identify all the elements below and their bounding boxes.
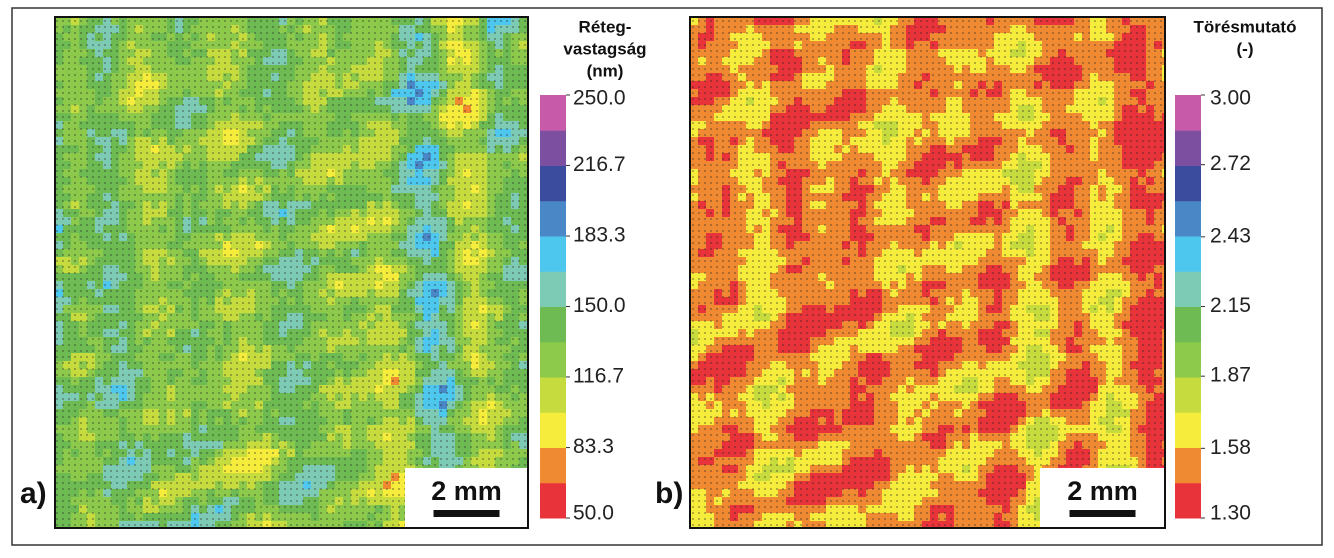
colorbar-band (540, 377, 566, 413)
scale-bar-label: 2 mm (431, 476, 502, 506)
colorbar-band (540, 483, 566, 519)
colorbar-band (540, 236, 566, 272)
colorbar-band (540, 342, 566, 378)
colorbar-tick-label: 83.3 (573, 435, 614, 458)
colorbar-title: vastagság (563, 39, 646, 58)
colorbar-band (540, 412, 566, 448)
scale-bar (434, 510, 500, 517)
colorbar-tick-label: 216.7 (573, 153, 626, 176)
colorbar-band (540, 307, 566, 343)
colorbar-band (540, 448, 566, 484)
colorbar-tick-label: 250.0 (573, 87, 626, 110)
colorbar-band (540, 130, 566, 166)
colorbar-band (540, 201, 566, 237)
colorbar-band (540, 166, 566, 202)
colorbar-band (540, 271, 566, 307)
colorbar-band (540, 95, 566, 131)
panel-label: a) (20, 477, 47, 510)
map-dots (55, 17, 528, 528)
colorbar-tick-label: 183.3 (573, 224, 626, 247)
colorbar-tick-label: 116.7 (573, 364, 624, 387)
figure: 2 mm a) 250.0 216.7 183.3 150.0 116.7 83.3 50.0 R… (0, 0, 1334, 553)
colorbar-title: Réteg- (579, 17, 632, 36)
colorbar-tick-label: 150.0 (573, 294, 626, 317)
page: 2 mm a) 250.0 216.7 183.3 150.0 116.7 83.3 50.0 R… (0, 0, 1334, 558)
colorbar-title: (nm) (587, 61, 624, 80)
colorbar-tick-label: 50.0 (573, 502, 614, 525)
